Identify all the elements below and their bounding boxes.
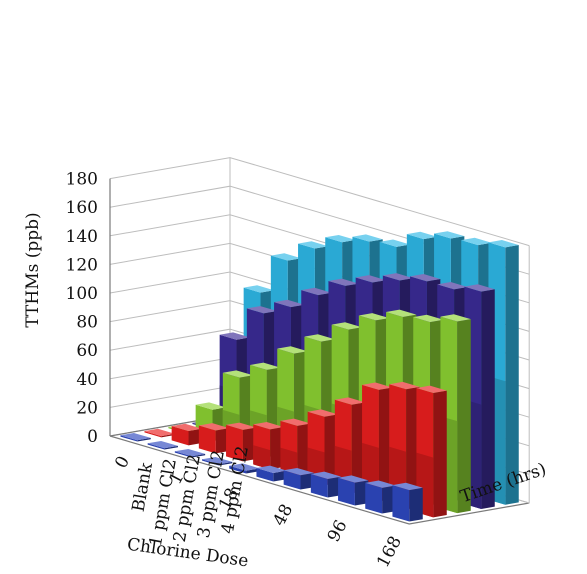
bar	[226, 422, 257, 462]
bar	[392, 482, 423, 522]
y-tick-label: 0	[87, 427, 98, 447]
bar	[365, 480, 396, 514]
y-axis-label: TTHMs (ppb)	[23, 212, 43, 327]
bar	[202, 456, 233, 466]
y-tick-label: 80	[76, 313, 98, 333]
y-tick-label: 40	[76, 370, 98, 390]
bar	[171, 423, 202, 446]
y-tick-label: 180	[66, 170, 98, 190]
bar	[338, 475, 369, 506]
bar	[310, 471, 342, 498]
y-tick-label: 60	[76, 341, 98, 361]
series-blank	[120, 432, 423, 522]
series-1-ppm-cl2	[144, 381, 447, 518]
bar	[229, 463, 260, 474]
y-tick-label: 120	[66, 255, 98, 275]
bar	[198, 423, 230, 454]
bar	[283, 467, 314, 490]
x-tick-label: 48	[269, 501, 297, 529]
bar	[174, 448, 206, 458]
bar	[416, 385, 447, 518]
x-tick-label: 0	[111, 453, 134, 472]
bar	[120, 432, 151, 442]
bar	[362, 382, 393, 502]
x-tick-label: 96	[324, 517, 352, 545]
bar	[307, 409, 338, 486]
bar	[253, 422, 284, 470]
y-tick-label: 100	[66, 284, 98, 304]
y-tick-label: 20	[76, 398, 98, 418]
bar	[280, 418, 311, 478]
y-tick-label: 160	[66, 198, 98, 218]
bar	[256, 465, 287, 482]
y-tick-label: 140	[66, 227, 98, 247]
x-tick-label: 168	[373, 533, 406, 571]
bar	[144, 428, 175, 438]
bar	[147, 440, 178, 450]
